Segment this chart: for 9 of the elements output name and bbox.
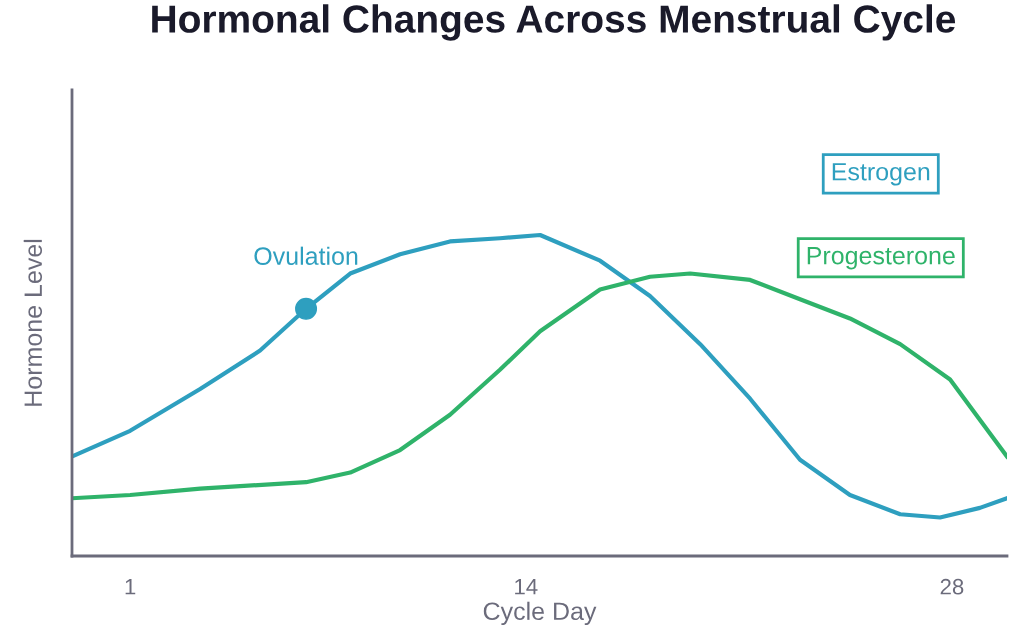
- text: Estrogen: [832, 163, 930, 186]
- annotation: Ovulation: [254, 246, 358, 265]
- chart-title: Hormonal Changes Across Menstrual Cycle: [152, 4, 956, 41]
- x-tick-label: 28: [940, 578, 964, 595]
- x-axis-title: Cycle Day: [483, 601, 597, 626]
- y-axis-title: Hormone Level: [23, 239, 43, 406]
- x-tick-label: 1: [125, 579, 136, 595]
- x-tick-label: 14: [515, 579, 538, 595]
- series-label: Progesterone: [807, 247, 955, 270]
